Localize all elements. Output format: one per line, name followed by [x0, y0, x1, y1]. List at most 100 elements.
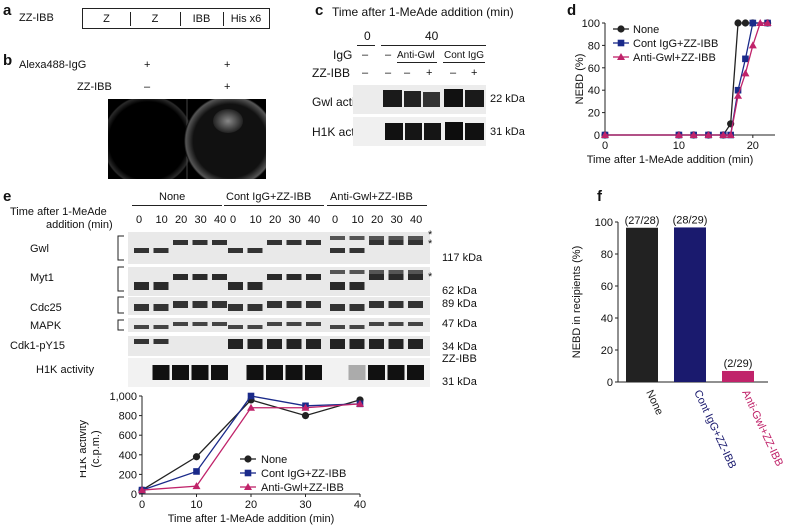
domain-ibb: IBB — [180, 12, 224, 26]
band — [369, 301, 384, 308]
band — [408, 301, 423, 308]
band — [228, 282, 243, 290]
panel-e-label: e — [3, 188, 12, 205]
band — [388, 301, 404, 308]
e-kda-gwl: 117 kDa — [442, 252, 483, 264]
band — [212, 240, 227, 245]
band — [408, 274, 423, 280]
band — [330, 304, 345, 311]
y-tick-label: 600 — [119, 430, 137, 442]
y-tick-label: 60 — [601, 281, 613, 293]
x-tick-label: 10 — [190, 499, 202, 511]
panel-d-label: d — [567, 2, 577, 19]
category-label: Cont IgG+ZZ-IBB — [691, 388, 738, 470]
e-time-label: 0 — [332, 214, 339, 226]
band — [153, 325, 169, 329]
band — [247, 339, 263, 349]
e-time-label: 0 — [230, 214, 237, 226]
band — [388, 270, 404, 274]
c-zz-4: + — [426, 67, 433, 79]
data-point — [719, 131, 728, 138]
data-point — [356, 399, 364, 407]
band — [173, 274, 188, 280]
data-point — [734, 19, 742, 27]
data-point — [247, 403, 255, 411]
y-tick-label: 40 — [588, 85, 600, 97]
h1k-activity-chart: 0 200 400 600 800 1,000 0 10 20 30 40 Time after 1-… — [80, 391, 366, 525]
band — [408, 270, 423, 274]
oocyte-control — [102, 95, 194, 187]
band — [267, 322, 282, 326]
e-kda-cdc25: 89 kDa — [442, 298, 477, 310]
e-group-antigwl: Anti-Gwl+ZZ-IBB — [330, 191, 413, 203]
e-group-none: None — [159, 191, 186, 203]
e-time-label: 10 — [351, 214, 364, 226]
construct-diagram: Z Z IBB His x6 — [82, 8, 270, 29]
data-point — [301, 403, 310, 411]
e-row-myt1: Myt1 — [30, 272, 54, 284]
x-tick-label: 30 — [299, 499, 311, 511]
legend-label: Cont IgG+ZZ-IBB — [633, 38, 718, 50]
data-point — [192, 453, 201, 461]
band — [153, 339, 169, 344]
band — [330, 325, 345, 329]
domain-z1: Z — [83, 12, 131, 26]
zzibb-sign-1: – — [144, 81, 151, 93]
band — [330, 270, 345, 274]
panel-f-label: f — [597, 188, 602, 205]
band — [388, 240, 404, 245]
x-tick-label: 20 — [245, 499, 257, 511]
e-row-cdc25: Cdc25 — [30, 302, 62, 314]
band — [134, 248, 149, 253]
band — [192, 274, 208, 280]
band — [330, 248, 345, 253]
band — [408, 322, 423, 326]
c-igg-label: IgG — [333, 48, 353, 62]
c-zz-2: – — [385, 67, 392, 79]
band — [173, 301, 188, 308]
data-point — [726, 131, 735, 138]
data-point — [301, 412, 310, 420]
band — [134, 325, 149, 329]
e-blot-cdc25 — [128, 297, 430, 315]
e-time-label: 20 — [269, 214, 282, 226]
y-tick-label: 1,000 — [109, 391, 137, 403]
bar — [722, 370, 754, 382]
c-time-40: 40 — [425, 29, 439, 43]
e-time-label: 30 — [390, 214, 403, 226]
c-igg-none-2: – — [385, 49, 392, 61]
legend-label: Cont IgG+ZZ-IBB — [261, 468, 346, 480]
zzibb-label: ZZ-IBB — [77, 81, 112, 93]
band — [349, 248, 365, 253]
band — [247, 325, 263, 329]
data-point — [734, 91, 743, 99]
band — [387, 365, 405, 380]
e-time-label: 0 — [136, 214, 143, 226]
y-tick-label: 800 — [119, 411, 137, 423]
oocyte-images — [102, 95, 276, 187]
band — [388, 236, 404, 240]
x-tick-label: 20 — [747, 140, 759, 152]
data-point — [138, 486, 146, 494]
c-zz-6: + — [471, 67, 478, 79]
data-point — [763, 19, 772, 26]
c-zz-label: ZZ-IBB — [312, 66, 350, 80]
y-axis-title: NEBD (%) — [574, 54, 586, 105]
e-time-label: 20 — [371, 214, 384, 226]
data-point — [192, 482, 201, 490]
band — [228, 325, 243, 329]
y-tick-label: 0 — [607, 377, 613, 389]
band — [267, 274, 282, 280]
e-time-label: 30 — [288, 214, 301, 226]
band — [369, 270, 384, 274]
band — [348, 365, 366, 380]
e-row-h1k: H1K activity — [36, 364, 95, 376]
band — [330, 339, 345, 349]
x-tick-label: 40 — [354, 499, 366, 511]
domain-z2: Z — [130, 12, 181, 26]
category-label: None — [643, 388, 665, 417]
data-point — [193, 468, 200, 475]
e-row-mapk: MAPK — [30, 320, 62, 332]
e-blot-cdk1 — [128, 336, 430, 356]
oocyte-zzibb — [184, 95, 276, 187]
